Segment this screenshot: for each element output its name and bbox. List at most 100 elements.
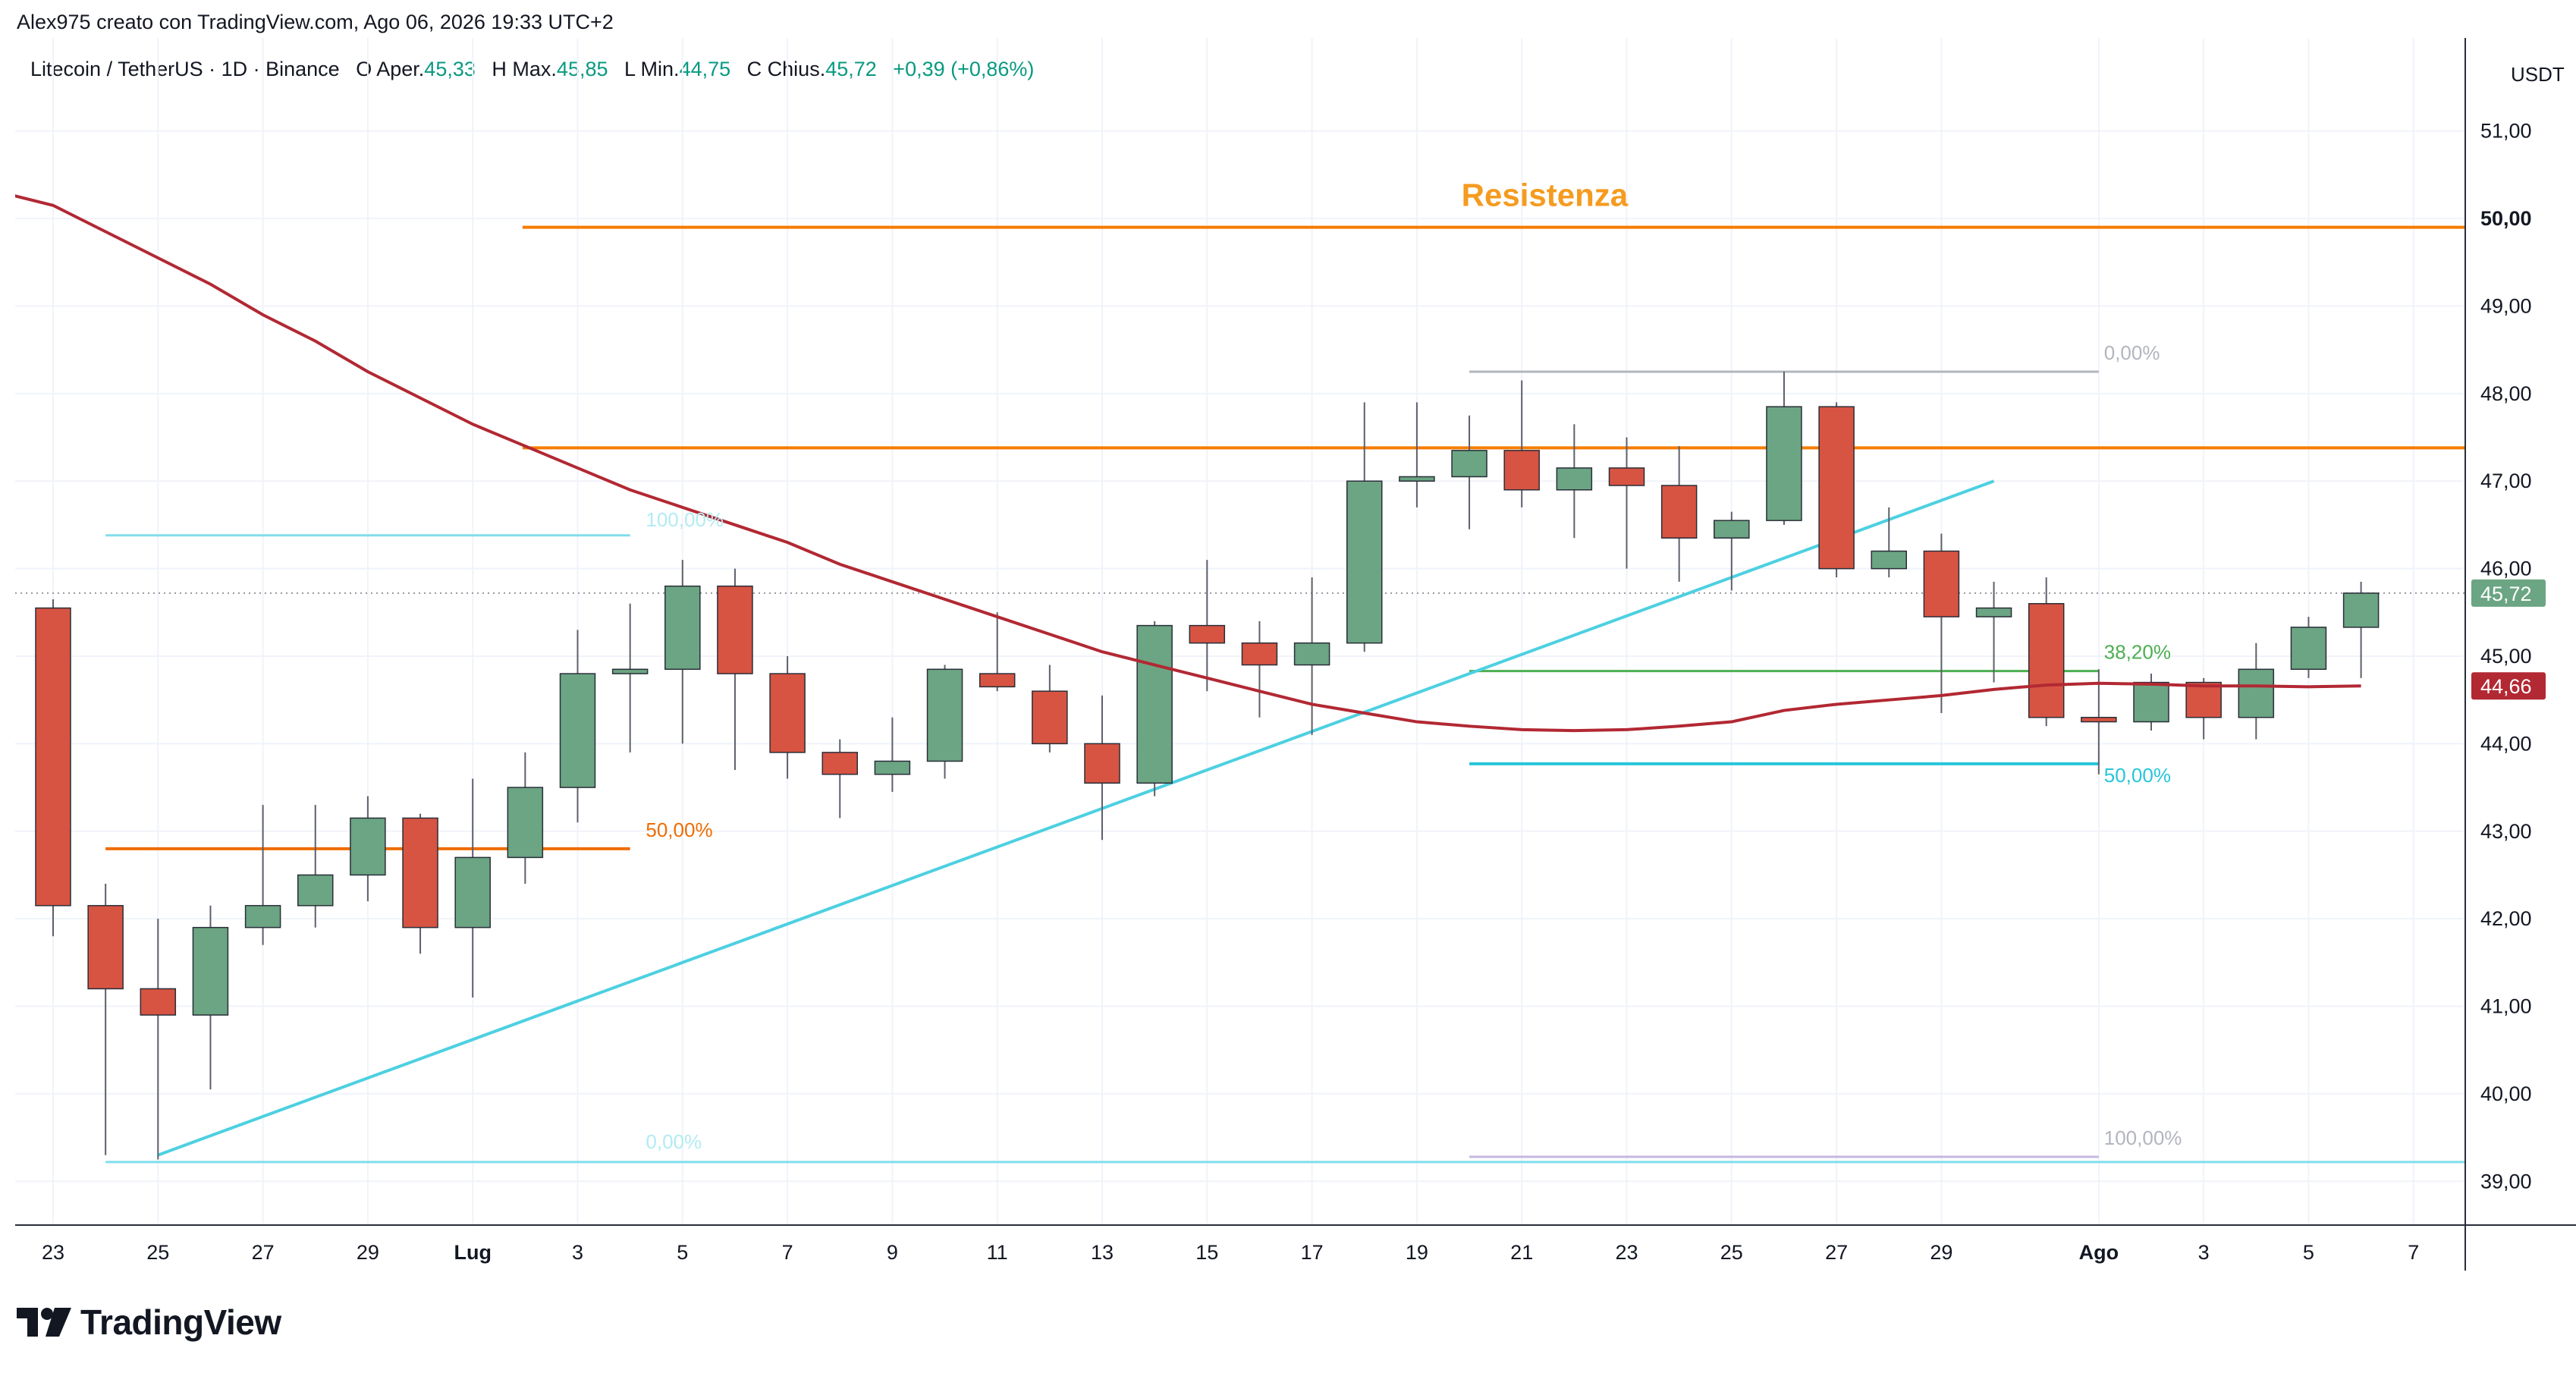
symbol-legend: Litecoin / TetherUS · 1D · Binance O Ape… (30, 58, 1034, 81)
candle (1084, 695, 1120, 840)
price-axis-tick-label: 45,00 (2480, 645, 2532, 668)
price-axis-currency: USDT (2511, 63, 2565, 86)
price-tag-label: 45,72 (2480, 583, 2532, 605)
candle (192, 905, 229, 1090)
candle (1766, 372, 1802, 525)
candle (402, 813, 438, 954)
price-axis-tick-label: 49,00 (2480, 294, 2532, 317)
candle (821, 739, 858, 818)
time-axis-tick-label: 27 (252, 1241, 275, 1264)
candle-body (454, 856, 491, 928)
candle-body (1189, 624, 1226, 644)
candle-body (821, 752, 858, 775)
candle (717, 568, 753, 770)
candle-body (1032, 690, 1068, 745)
candle-body (2185, 681, 2222, 718)
time-axis-tick-label: 3 (2198, 1241, 2210, 1264)
fib-label-0-left: 0,00% (646, 1130, 702, 1153)
candle (2081, 669, 2117, 774)
candle-body (1451, 450, 1487, 478)
price-axis-tick-label: 46,00 (2480, 558, 2532, 580)
close-label: C (746, 58, 762, 80)
candle (244, 805, 281, 945)
candle-body (350, 817, 386, 876)
candle-body (1818, 406, 1855, 570)
candle (507, 752, 544, 884)
candle-body (2133, 681, 2169, 723)
candle-body (1346, 480, 1383, 644)
candle (2133, 674, 2169, 731)
candle (1714, 511, 1750, 591)
time-axis-tick-label: 9 (887, 1241, 898, 1264)
open-text: Aper. (376, 58, 425, 80)
moving-average-line (15, 194, 2361, 733)
symbol-name: Litecoin / TetherUS · 1D · Binance (30, 58, 340, 80)
price-axis-tick-label: 51,00 (2480, 120, 2532, 143)
candle-body (1293, 642, 1330, 666)
candle-body (1975, 607, 2012, 617)
high-value: 45,85 (556, 58, 608, 80)
time-axis-tick-label: 15 (1195, 1241, 1218, 1264)
price-tag-bg (2471, 579, 2546, 607)
candle (979, 612, 1016, 692)
low-value: 44,75 (679, 58, 731, 80)
candle (1451, 415, 1487, 529)
price-axis-tick-label: 39,00 (2480, 1170, 2532, 1192)
candle (1346, 402, 1383, 652)
candle (2185, 677, 2222, 740)
time-axis-tick-label: 3 (572, 1241, 583, 1264)
candle (454, 778, 491, 998)
candle-body (192, 926, 229, 1016)
time-axis-tick-label: 25 (1720, 1241, 1743, 1264)
candle-body (874, 760, 911, 775)
candle-body (35, 607, 71, 906)
fib-label-382-right: 38,20% (2104, 641, 2171, 664)
plot-area (15, 194, 2465, 1164)
candle (664, 560, 701, 744)
candle (1136, 621, 1173, 796)
candle-body (1714, 520, 1750, 539)
candle (874, 717, 911, 792)
price-axis-tick-label: 50,00 (2480, 207, 2532, 230)
candle (1608, 437, 1645, 569)
price-axis-tick-label: 42,00 (2480, 907, 2532, 930)
candle (297, 805, 334, 928)
open-value: 45,33 (424, 58, 476, 80)
candle (2342, 581, 2380, 678)
tradingview-logo: TradingView (17, 1302, 281, 1343)
time-axis-tick-label: 21 (1510, 1241, 1533, 1264)
candle-body (979, 673, 1016, 688)
time-axis-tick-label: 27 (1825, 1241, 1848, 1264)
price-tag-bg (2471, 672, 2546, 700)
candle-body (2342, 592, 2380, 628)
price-axis-tick-label: 41,00 (2480, 995, 2532, 1018)
candle-body (244, 905, 281, 928)
candle (1189, 560, 1226, 692)
time-axis-tick-label: 19 (1406, 1241, 1428, 1264)
price-axis-tick-label: 44,00 (2480, 732, 2532, 755)
time-axis-tick-label: 7 (2408, 1241, 2419, 1264)
candle (87, 884, 124, 1155)
candle-body (87, 905, 124, 990)
time-axis-tick-label: 17 (1301, 1241, 1324, 1264)
candle-body (507, 787, 544, 859)
price-axis-tick-label: 48,00 (2480, 382, 2532, 405)
high-label: H (492, 58, 507, 80)
tradingview-logo-text: TradingView (80, 1302, 281, 1342)
fib-label-100-right: 100,00% (2104, 1126, 2182, 1149)
price-axis-tick-label: 43,00 (2480, 820, 2532, 843)
candle (1241, 621, 1278, 718)
candle-body (1136, 624, 1173, 784)
change-value: +0,39 (+0,86%) (893, 58, 1035, 80)
candle-body (1399, 476, 1435, 482)
price-axis-tick-label: 40,00 (2480, 1082, 2532, 1105)
time-axis-tick-label: 5 (677, 1241, 688, 1264)
resistance-label: Resistenza (1462, 178, 1629, 213)
candle-body (717, 585, 753, 674)
candle-body (2290, 627, 2327, 671)
time-axis-tick-label: 11 (987, 1241, 1008, 1264)
candle (35, 599, 71, 937)
candle-body (297, 874, 334, 906)
candle (1556, 424, 1593, 539)
